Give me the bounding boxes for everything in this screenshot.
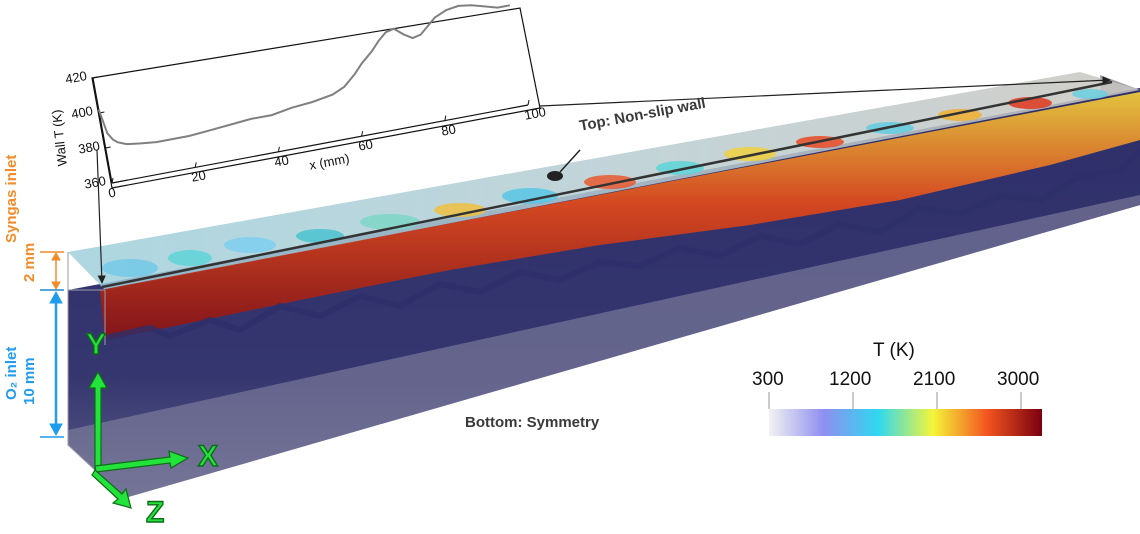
y-axis-label: Y	[85, 327, 107, 361]
syngas-dimension	[40, 251, 64, 291]
z-axis-label: Z	[145, 495, 165, 529]
colorbar-gradient	[769, 409, 1042, 436]
colorbar-tick-1200: 1200	[829, 369, 872, 390]
syngas-dim-label: 2 mm	[21, 242, 38, 282]
inset-chart	[91, 4, 1111, 284]
colorbar	[768, 392, 1042, 436]
domain-bottom-edge	[68, 195, 1140, 498]
inset-plot-area	[92, 4, 530, 184]
inset-x-tick-label: 80	[439, 120, 457, 139]
inset-x-tick-label: 60	[356, 136, 374, 154]
o2-inlet-label: O₂ inlet	[3, 346, 20, 400]
inset-x-tick	[277, 146, 280, 152]
inset-leader-left	[96, 149, 106, 284]
wall-centerline	[101, 80, 1113, 289]
y-axis-arrow	[87, 370, 109, 471]
inset-leader-right	[539, 76, 1111, 107]
top-wall-marker	[547, 171, 563, 181]
colorbar-tick-2100: 2100	[913, 369, 956, 390]
z-axis-arrow	[91, 469, 132, 509]
inset-y-tick	[105, 146, 111, 149]
inset-y-tick	[111, 181, 118, 184]
syngas-inlet-label: Syngas inlet	[3, 154, 20, 243]
wall-temperature-line	[97, 4, 511, 146]
inset-x-tick	[111, 177, 114, 184]
inset-y-tick	[92, 76, 99, 79]
inset-y-axis	[92, 77, 113, 184]
inset-x-tick	[527, 99, 530, 106]
axes-triad	[87, 370, 190, 509]
inset-x-tick-label: 20	[190, 167, 208, 186]
bottom-symmetry-label: Bottom: Symmetry	[465, 414, 600, 431]
top-wall-leader	[559, 149, 581, 173]
inset-x-tick	[361, 131, 364, 137]
x-axis-label: X	[197, 439, 219, 473]
inset-x-tick-label: 40	[273, 152, 291, 170]
domain-box	[67, 72, 1140, 499]
flame-front	[104, 147, 1140, 341]
colorbar-tick-3000: 3000	[997, 369, 1040, 390]
inset-x-tick	[194, 162, 197, 168]
x-axis-arrow	[94, 450, 190, 473]
inset-frame	[91, 7, 541, 189]
colorbar-title: T (K)	[873, 340, 915, 361]
inset-x-tick	[444, 115, 447, 121]
colorbar-tick-300: 300	[752, 369, 784, 390]
o2-dim-label: 10 mm	[21, 357, 38, 405]
o2-dimension	[40, 289, 64, 438]
flame-layer	[100, 92, 1140, 340]
inset-x-axis	[111, 104, 529, 184]
